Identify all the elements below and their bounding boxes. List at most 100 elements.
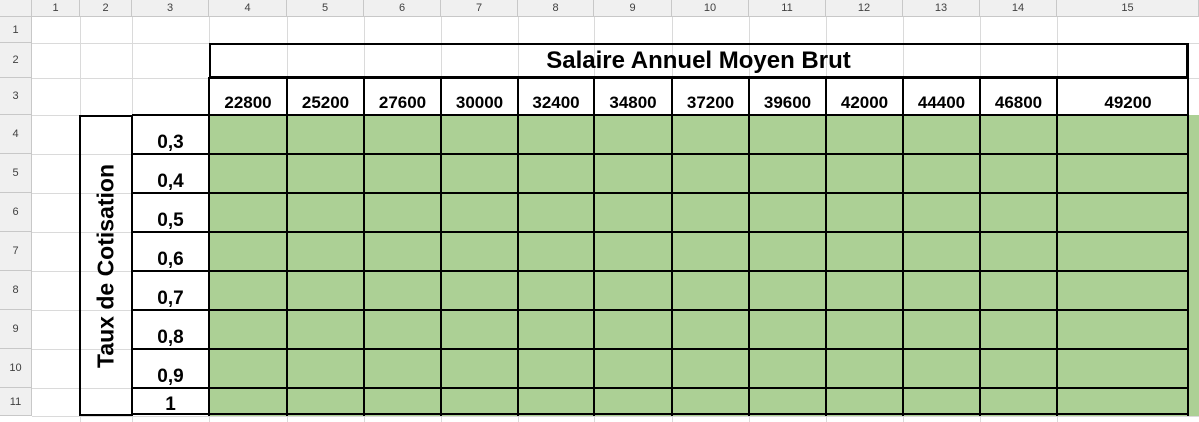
data-cell[interactable] (1057, 388, 1199, 416)
data-cell[interactable] (594, 115, 672, 154)
data-cell[interactable] (287, 271, 364, 310)
column-header[interactable]: 3 (132, 0, 209, 17)
column-header[interactable]: 14 (980, 0, 1057, 17)
data-cell[interactable] (1057, 115, 1199, 154)
data-cell[interactable] (826, 310, 903, 349)
data-cell[interactable] (980, 115, 1057, 154)
data-cell[interactable] (364, 154, 441, 193)
data-cell[interactable] (518, 388, 594, 416)
data-cell[interactable] (441, 115, 518, 154)
data-cell[interactable] (518, 271, 594, 310)
salary-header-cell[interactable]: 32400 (518, 78, 594, 115)
data-cell[interactable] (1057, 193, 1199, 232)
data-cell[interactable] (672, 154, 749, 193)
data-cell[interactable] (903, 310, 980, 349)
data-cell[interactable] (749, 154, 826, 193)
data-cell[interactable] (980, 271, 1057, 310)
data-cell[interactable] (749, 271, 826, 310)
data-cell[interactable] (1057, 271, 1199, 310)
table-title[interactable]: Salaire Annuel Moyen Brut (209, 43, 1188, 78)
data-cell[interactable] (749, 193, 826, 232)
data-cell[interactable] (364, 193, 441, 232)
data-cell[interactable] (518, 193, 594, 232)
data-cell[interactable] (209, 310, 287, 349)
data-cell[interactable] (518, 232, 594, 271)
data-cell[interactable] (1057, 310, 1199, 349)
data-cell[interactable] (287, 232, 364, 271)
vertical-title-cell[interactable]: Taux de Cotisation (79, 115, 133, 416)
data-cell[interactable] (441, 310, 518, 349)
data-cell[interactable] (672, 388, 749, 416)
row-header[interactable]: 9 (0, 310, 32, 349)
data-cell[interactable] (209, 115, 287, 154)
data-cell[interactable] (903, 271, 980, 310)
data-cell[interactable] (594, 349, 672, 388)
data-cell[interactable] (749, 310, 826, 349)
data-cell[interactable] (287, 115, 364, 154)
rate-cell[interactable]: 1 (132, 388, 209, 416)
data-cell[interactable] (980, 232, 1057, 271)
data-cell[interactable] (209, 193, 287, 232)
data-cell[interactable] (518, 115, 594, 154)
salary-header-cell[interactable]: 49200 (1057, 78, 1199, 115)
data-cell[interactable] (441, 349, 518, 388)
row-header[interactable]: 4 (0, 115, 32, 154)
column-header[interactable]: 2 (80, 0, 132, 17)
data-cell[interactable] (287, 310, 364, 349)
data-cell[interactable] (594, 310, 672, 349)
column-header[interactable]: 4 (209, 0, 287, 17)
data-cell[interactable] (518, 310, 594, 349)
data-cell[interactable] (287, 193, 364, 232)
row-header[interactable]: 6 (0, 193, 32, 232)
data-cell[interactable] (826, 349, 903, 388)
data-cell[interactable] (1057, 154, 1199, 193)
salary-header-cell[interactable]: 37200 (672, 78, 749, 115)
data-cell[interactable] (441, 232, 518, 271)
row-header[interactable]: 11 (0, 388, 32, 416)
data-cell[interactable] (826, 193, 903, 232)
data-cell[interactable] (287, 388, 364, 416)
column-header[interactable]: 9 (594, 0, 672, 17)
column-header[interactable]: 1 (32, 0, 80, 17)
data-cell[interactable] (209, 349, 287, 388)
data-cell[interactable] (672, 232, 749, 271)
select-all-corner[interactable] (0, 0, 32, 17)
data-cell[interactable] (364, 310, 441, 349)
data-cell[interactable] (903, 154, 980, 193)
data-cell[interactable] (441, 271, 518, 310)
data-cell[interactable] (749, 349, 826, 388)
data-cell[interactable] (209, 232, 287, 271)
data-cell[interactable] (594, 193, 672, 232)
rate-cell[interactable]: 0,9 (132, 349, 209, 388)
data-cell[interactable] (287, 154, 364, 193)
data-cell[interactable] (826, 115, 903, 154)
data-cell[interactable] (672, 193, 749, 232)
column-header[interactable]: 5 (287, 0, 364, 17)
data-cell[interactable] (826, 232, 903, 271)
data-cell[interactable] (903, 115, 980, 154)
data-cell[interactable] (364, 115, 441, 154)
column-header[interactable]: 12 (826, 0, 903, 17)
column-header[interactable]: 15 (1057, 0, 1199, 17)
data-cell[interactable] (903, 349, 980, 388)
data-cell[interactable] (672, 310, 749, 349)
data-cell[interactable] (364, 388, 441, 416)
row-header[interactable]: 7 (0, 232, 32, 271)
row-header[interactable]: 3 (0, 78, 32, 115)
data-cell[interactable] (594, 271, 672, 310)
column-header[interactable]: 10 (672, 0, 749, 17)
data-cell[interactable] (980, 154, 1057, 193)
rate-cell[interactable]: 0,8 (132, 310, 209, 349)
column-header[interactable]: 8 (518, 0, 594, 17)
column-header[interactable]: 6 (364, 0, 441, 17)
data-cell[interactable] (672, 115, 749, 154)
data-cell[interactable] (1057, 232, 1199, 271)
data-cell[interactable] (441, 193, 518, 232)
row-header[interactable]: 8 (0, 271, 32, 310)
rate-cell[interactable]: 0,5 (132, 193, 209, 232)
data-cell[interactable] (364, 349, 441, 388)
data-cell[interactable] (980, 310, 1057, 349)
row-header[interactable]: 1 (0, 17, 32, 43)
data-cell[interactable] (826, 271, 903, 310)
